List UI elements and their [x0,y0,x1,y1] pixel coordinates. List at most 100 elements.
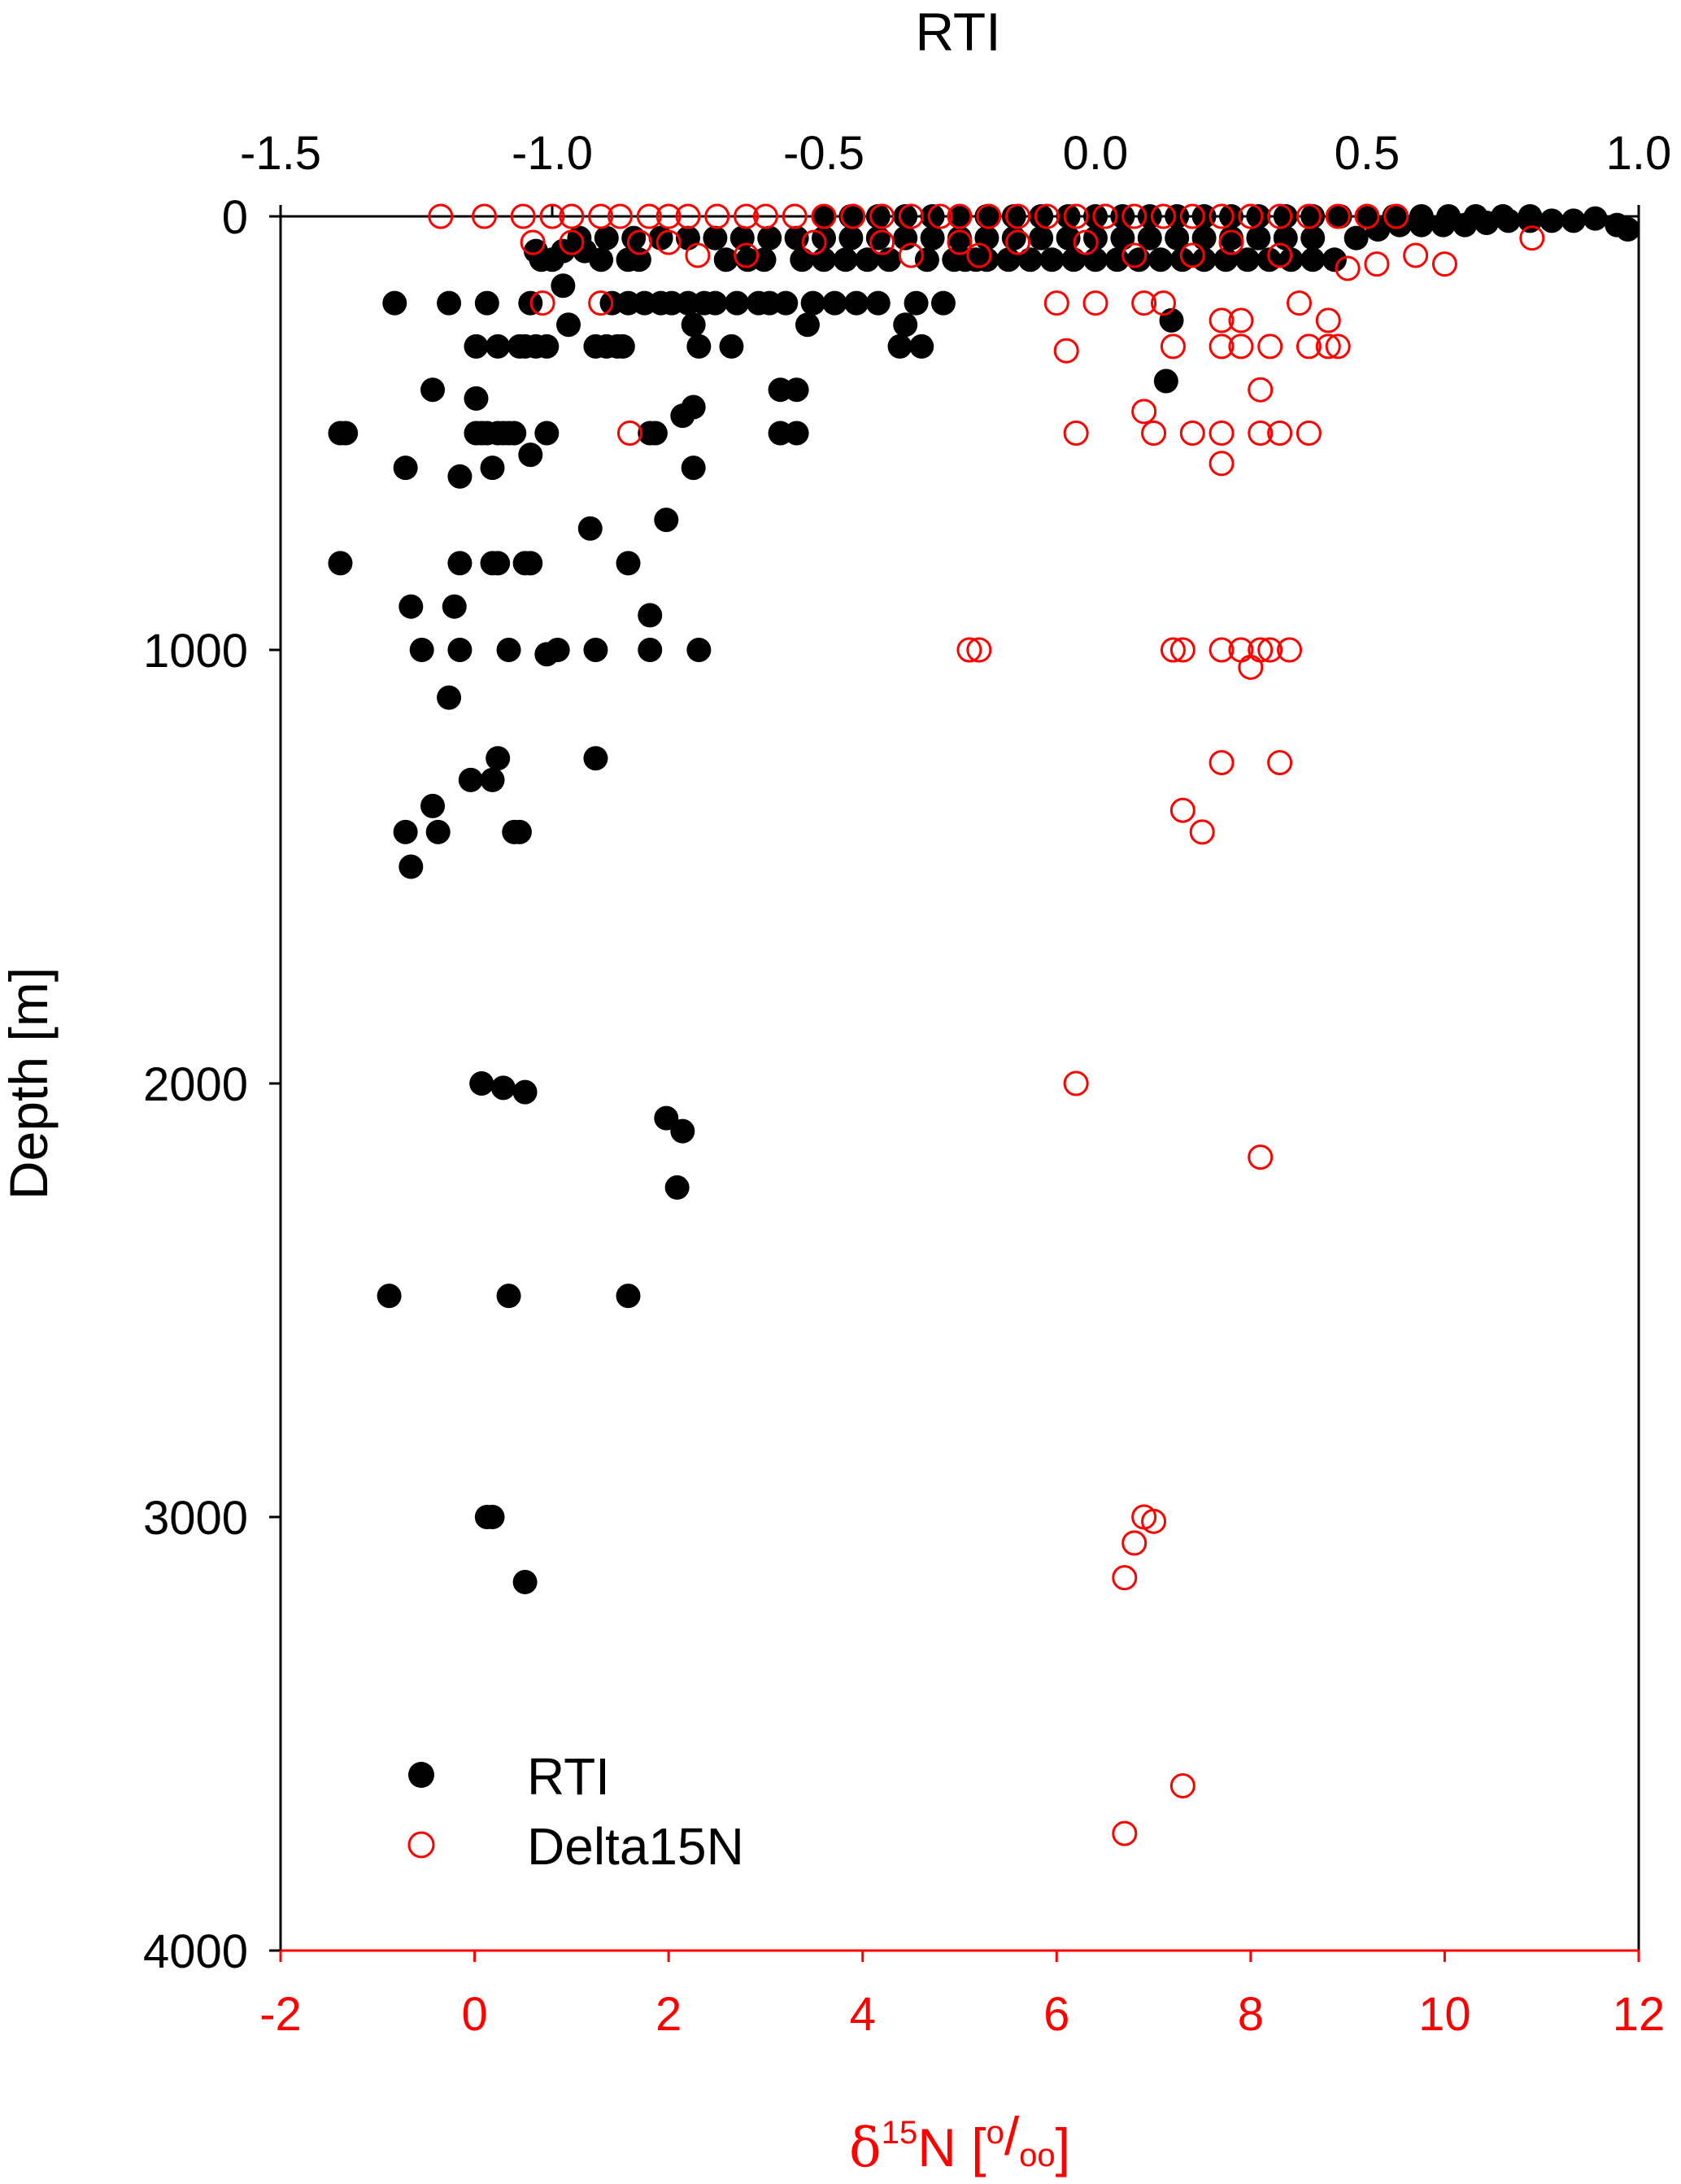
bottom-tick-label: 0 [461,1988,487,2041]
rti-point [583,638,608,662]
rti-point [1327,204,1352,229]
rti-point [1219,225,1243,251]
bottom-tick-label: 8 [1238,1988,1264,2041]
legend-rti-label: RTI [527,1747,610,1806]
rti-point [616,1284,641,1309]
rti-point [729,225,755,251]
left-tick-label: 3000 [143,1492,248,1545]
delta15n-point [811,203,837,229]
rti-point [398,854,424,879]
rti-point [725,290,750,316]
delta15n-point [869,229,895,255]
bottom-tick-label: 4 [850,1988,876,2041]
rti-point [469,1071,494,1096]
rti-point [1148,247,1174,272]
delta15n-point [1248,1144,1274,1170]
delta15n-point [588,290,614,316]
rti-point [442,594,467,619]
rti-point [664,1175,690,1200]
bottom-axis: -2 0 2 4 6 8 10 12 [259,1951,1665,2041]
rti-point [757,225,782,251]
rti-point [681,456,706,481]
rti-point [893,204,918,229]
rti-point [974,204,999,229]
delta15n-point [1325,333,1351,360]
left-tick-label: 4000 [143,1925,248,1978]
bottom-tick-label: 2 [655,1988,682,2041]
rti-point [719,333,744,359]
rti-point [437,685,462,710]
rti-point [621,225,647,251]
delta15n-point [1189,819,1215,845]
rti-point [490,1075,516,1101]
delta15n-point [1238,654,1264,680]
delta15n-point [1073,229,1099,255]
rti-point [447,638,473,662]
delta15n-point [966,242,992,268]
delta15n-point [626,229,652,255]
rti-point [920,204,945,229]
rti-point [638,638,663,662]
delta15n-point [1228,333,1254,360]
bottom-tick-label: -2 [259,1988,302,2041]
permil-oo: oo [1019,2138,1056,2173]
delta15n-point [782,203,808,229]
delta15n-point [1063,203,1089,229]
rti-point [594,225,619,251]
rti-point [681,312,706,338]
rti-point [333,421,359,446]
delta15n-point [539,203,565,229]
delta15n-point [1179,421,1205,446]
rti-point [328,551,353,576]
delta15n-point [1112,1820,1138,1846]
rti-point [447,464,473,489]
rti-point [790,247,815,272]
rti-point [784,225,809,251]
rti-point [577,516,603,541]
rti-point [507,819,532,844]
delta15n-point [1335,255,1361,281]
rti-point [1137,225,1162,251]
delta15n-point [1315,333,1341,360]
delta15n-point [1121,242,1148,268]
label-mid: N [ [917,2117,986,2177]
delta15n-point [966,637,992,663]
delta15n-point [1169,637,1195,663]
rti-point [1029,204,1054,229]
delta15n-point [752,203,778,229]
delta15n-point [608,203,633,229]
delta15n-point [1364,251,1390,277]
legend-delta15n-label: Delta15N [527,1817,744,1876]
rti-point [567,225,592,251]
rti-point [670,1118,695,1144]
rti-point [887,333,912,359]
delta15n-point [1179,242,1205,268]
delta15n-point [1169,1772,1195,1798]
rti-point [703,290,728,316]
rti-point [1104,247,1130,272]
delta15n-point [1315,307,1341,333]
delta15n-point [734,203,760,229]
delta15n-point [1218,229,1244,255]
delta15n-point [1267,421,1293,446]
bottom-tick-label: 10 [1418,1988,1471,2041]
rti-point [1061,247,1087,272]
bottom-tick-label: 12 [1613,1988,1666,2041]
rti-point [382,290,407,316]
rti-point [1056,204,1081,229]
rti-point [1219,204,1243,229]
delta15n-series [428,203,1545,1846]
top-tick-label: -1.0 [512,127,593,180]
superscript-15: 15 [882,2115,918,2151]
delta15n-point [927,203,953,229]
rti-point [1518,204,1543,229]
rti-point [496,1284,521,1309]
rti-point [1083,204,1108,229]
delta15n-point [1160,637,1186,663]
rti-point [420,377,446,403]
delta15n-point [1208,203,1235,229]
rti-point [914,247,939,272]
top-tick-label: 0.5 [1335,127,1400,180]
rti-point [610,333,635,359]
rti-point [447,551,473,576]
